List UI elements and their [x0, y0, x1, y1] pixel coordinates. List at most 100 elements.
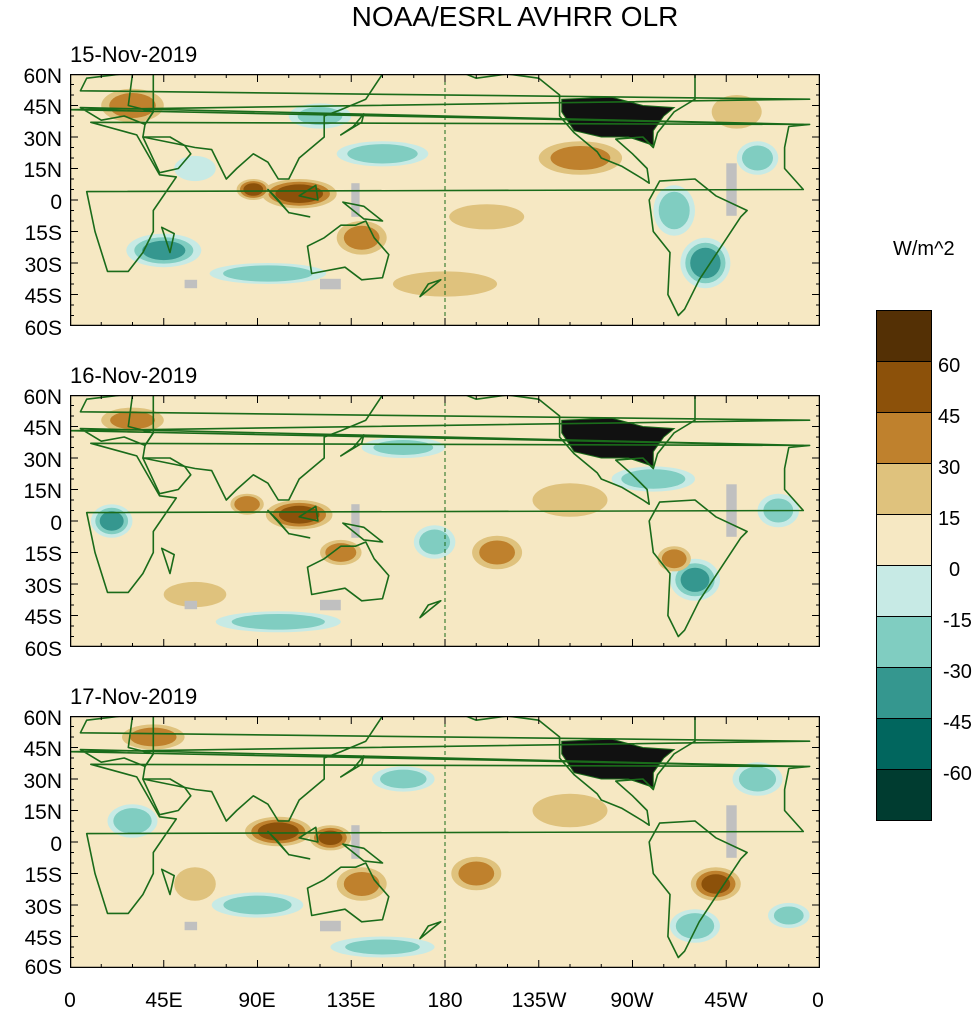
lon-label: 90E	[238, 989, 276, 1012]
colorbar-swatch	[876, 769, 932, 821]
olr-map-panel-3	[70, 716, 820, 968]
olr-anomaly-contour	[345, 939, 420, 955]
colorbar-swatch	[876, 514, 932, 566]
olr-anomaly-contour	[373, 440, 434, 455]
colorbar-swatch	[876, 616, 932, 668]
missing-data-patch	[184, 921, 198, 931]
olr-map-panel-2	[70, 395, 820, 647]
olr-anomaly-contour	[109, 93, 156, 118]
colorbar-swatch	[876, 667, 932, 719]
coastline	[342, 522, 384, 543]
olr-anomaly-contour	[550, 146, 611, 170]
olr-anomaly-contour	[163, 581, 227, 608]
coastline	[85, 121, 811, 273]
lat-label: 45S	[24, 285, 62, 308]
lat-label: 30S	[24, 254, 62, 277]
panel-date-1: 15-Nov-2019	[70, 42, 198, 67]
lon-label: 0	[64, 989, 76, 1012]
lat-label: 60N	[23, 65, 62, 88]
olr-anomaly-contour	[347, 144, 418, 164]
coastline	[306, 220, 390, 281]
coastline	[142, 457, 192, 495]
colorbar-label: -30	[943, 661, 972, 683]
coastline	[298, 505, 319, 522]
olr-anomaly-contour	[773, 906, 804, 925]
olr-anomaly-contour	[658, 191, 690, 230]
colorbar	[876, 310, 932, 821]
lat-label: 60S	[24, 317, 62, 340]
coastline	[465, 716, 696, 826]
panel-date-3: 17-Nov-2019	[70, 684, 198, 709]
coastline	[85, 763, 811, 915]
olr-anomaly-contour	[661, 549, 687, 569]
lat-label: 45S	[24, 606, 62, 629]
colorbar-swatch	[876, 412, 932, 464]
lon-label: 180	[427, 989, 463, 1012]
missing-data-patch	[351, 825, 360, 859]
colorbar-label: 45	[938, 406, 961, 428]
lat-label: 45N	[23, 738, 62, 761]
colorbar-label: 0	[949, 559, 961, 581]
coastline	[340, 434, 365, 457]
olr-anomaly-contour	[449, 204, 525, 230]
olr-anomaly-contour	[223, 895, 292, 915]
coastline	[340, 755, 365, 778]
olr-anomaly-contour	[110, 411, 155, 430]
coastline	[306, 541, 390, 602]
olr-anomaly-contour	[392, 271, 498, 297]
coastline	[267, 509, 290, 535]
lat-label: 15N	[23, 480, 62, 503]
coastline	[288, 532, 311, 539]
missing-data-patch	[351, 504, 360, 538]
olr-anomaly-contour	[113, 808, 152, 834]
lon-label: 90W	[610, 989, 654, 1012]
olr-anomaly-contour	[742, 145, 773, 171]
olr-anomaly-contour	[690, 247, 721, 279]
coastline	[288, 853, 311, 860]
olr-anomaly-contour	[174, 867, 216, 901]
olr-anomaly-contour	[419, 529, 451, 555]
lat-label: 60S	[24, 956, 62, 979]
coastline	[342, 843, 384, 864]
colorbar-label: 15	[938, 508, 961, 530]
olr-anomaly-contour	[243, 183, 264, 196]
colorbar-label: -45	[943, 712, 972, 734]
coastline	[142, 136, 192, 174]
olr-anomaly-contour	[532, 793, 608, 828]
lat-label: 30S	[24, 575, 62, 598]
colorbar-label: 60	[938, 355, 961, 377]
coastline	[465, 395, 696, 505]
coastline	[648, 499, 748, 638]
olr-anomaly-contour	[231, 614, 325, 630]
coastline	[160, 226, 175, 254]
lat-label: 15N	[23, 159, 62, 182]
olr-anomaly-contour	[675, 913, 715, 939]
coastline	[142, 395, 384, 501]
coastline	[160, 547, 175, 575]
colorbar-swatch	[876, 718, 932, 770]
olr-anomaly-contour	[234, 496, 260, 513]
missing-data-patch	[351, 183, 360, 217]
coastline	[267, 188, 290, 214]
olr-anomaly-contour	[479, 540, 515, 565]
colorbar-swatch	[876, 361, 932, 413]
lat-label: 30N	[23, 770, 62, 793]
coastline	[419, 279, 442, 298]
coastline	[648, 178, 748, 317]
olr-anomaly-contour	[680, 567, 710, 592]
olr-anomaly-contour	[711, 95, 762, 129]
coastline	[288, 211, 311, 218]
coastline	[70, 395, 811, 447]
lat-label: 45N	[23, 96, 62, 119]
coastline	[142, 716, 384, 822]
coastline	[142, 74, 384, 180]
olr-anomaly-contour	[318, 830, 343, 845]
coastline	[160, 868, 175, 896]
coastline	[70, 716, 811, 768]
olr-anomaly-contour	[325, 543, 357, 562]
lon-label: 45W	[704, 989, 748, 1012]
lat-label: 30N	[23, 449, 62, 472]
lat-label: 60N	[23, 707, 62, 730]
olr-anomaly-contour	[458, 861, 495, 886]
coastline	[85, 442, 811, 594]
